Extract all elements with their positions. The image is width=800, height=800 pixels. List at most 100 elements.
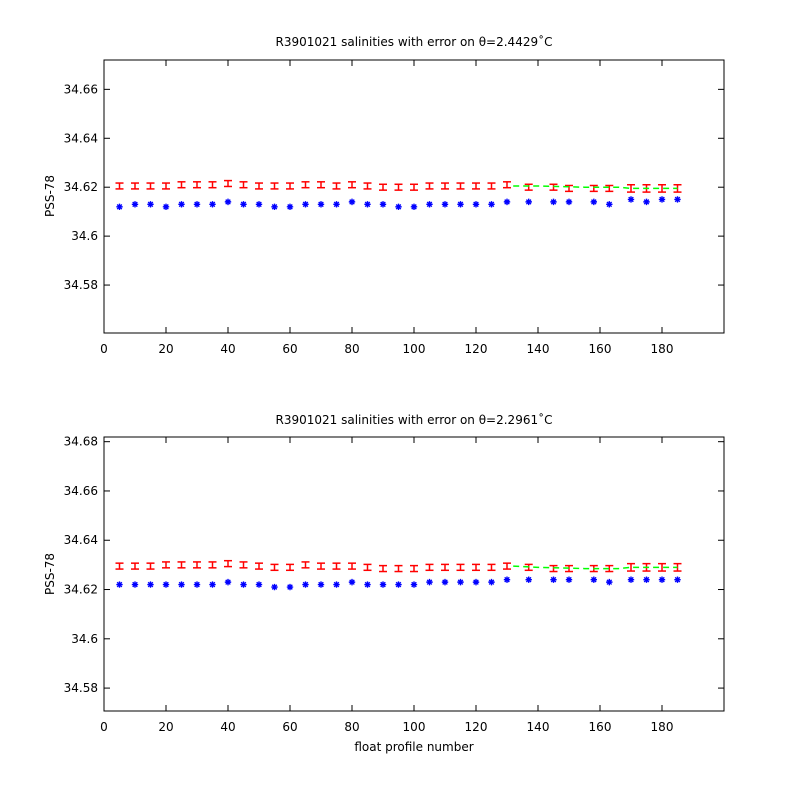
x-tick-label: 40 <box>220 720 235 734</box>
error-bar <box>177 561 186 569</box>
x-tick-label: 20 <box>158 720 173 734</box>
y-tick-label: 34.62 <box>64 583 98 597</box>
error-bar <box>363 182 372 190</box>
data-point <box>162 203 170 210</box>
data-point <box>317 581 325 588</box>
y-tick-label: 34.58 <box>64 278 98 292</box>
data-point <box>488 578 495 586</box>
error-bar <box>425 182 434 190</box>
data-point <box>255 581 263 588</box>
error-bar <box>115 562 124 570</box>
data-point <box>178 201 185 208</box>
x-tick-label: 160 <box>589 342 612 356</box>
y-tick-label: 34.6 <box>71 229 98 243</box>
data-point <box>472 578 480 586</box>
y-tick-label: 34.58 <box>64 681 98 695</box>
error-bar <box>394 564 403 573</box>
error-bar <box>348 562 356 570</box>
data-point <box>590 198 597 206</box>
error-bar <box>379 564 387 573</box>
error-bar <box>410 564 418 573</box>
error-bar <box>131 182 139 190</box>
error-bar <box>487 182 496 190</box>
fit-line <box>513 185 678 190</box>
error-bar <box>410 183 418 191</box>
error-bar <box>605 184 614 193</box>
data-point <box>606 578 613 586</box>
data-point <box>658 576 666 583</box>
error-bar <box>146 562 155 570</box>
data-point <box>286 203 294 210</box>
data-point <box>255 201 263 208</box>
bottom-plot: R3901021 salinities with error on θ=2.29… <box>43 412 725 754</box>
data-point <box>178 581 185 588</box>
data-point <box>410 203 418 210</box>
error-bar <box>658 184 666 193</box>
error-bar <box>472 563 480 572</box>
data-point <box>503 198 511 206</box>
data-point <box>131 201 139 208</box>
error-bar <box>549 183 558 191</box>
data-point <box>333 581 340 588</box>
error-bar <box>131 562 139 570</box>
data-point <box>286 583 294 591</box>
x-tick-label: 100 <box>403 720 426 734</box>
x-tick-label: 0 <box>100 342 108 356</box>
x-tick-label: 80 <box>344 720 359 734</box>
x-tick-label: 180 <box>651 720 674 734</box>
data-point <box>488 201 495 208</box>
x-tick-label: 160 <box>589 720 612 734</box>
data-point <box>317 201 325 208</box>
data-point <box>525 198 532 206</box>
data-point <box>302 581 309 588</box>
error-bar <box>177 181 186 189</box>
data-point <box>674 196 681 203</box>
data-point <box>302 201 309 208</box>
data-point <box>457 578 464 586</box>
data-point <box>658 196 666 203</box>
error-bar <box>472 182 480 190</box>
error-bar <box>239 561 248 569</box>
y-tick-label: 34.62 <box>64 180 98 194</box>
data-point <box>193 581 201 588</box>
error-bar <box>286 182 294 190</box>
data-point <box>224 198 232 206</box>
x-tick-label: 80 <box>344 342 359 356</box>
data-point <box>606 201 613 208</box>
error-bar <box>441 563 449 572</box>
data-point <box>364 201 371 208</box>
error-bar <box>208 181 217 189</box>
y-tick-label: 34.64 <box>64 533 98 547</box>
error-bar <box>208 561 217 569</box>
data-point <box>643 198 650 206</box>
data-point <box>395 203 402 210</box>
error-bar <box>425 563 434 572</box>
data-point <box>550 198 557 206</box>
top-plot-area <box>103 59 725 334</box>
y-tick-label: 34.66 <box>64 82 98 96</box>
error-bar <box>224 179 232 188</box>
error-bar <box>348 181 356 189</box>
x-tick-label: 40 <box>220 342 235 356</box>
x-tick-label: 60 <box>282 720 297 734</box>
x-tick-label: 20 <box>158 342 173 356</box>
data-point <box>209 201 216 208</box>
data-point <box>565 198 573 206</box>
error-bar <box>239 181 248 189</box>
x-tick-label: 0 <box>100 720 108 734</box>
error-bar <box>487 563 496 572</box>
error-bar <box>605 564 614 573</box>
data-point <box>525 576 532 583</box>
error-bar <box>162 561 170 569</box>
error-bar <box>301 181 310 189</box>
error-bar <box>270 563 279 572</box>
data-point <box>590 576 597 583</box>
data-point <box>209 581 216 588</box>
bottom-plot-area <box>103 436 725 712</box>
top-plot-title: R3901021 salinities with error on θ=2.44… <box>276 34 553 49</box>
error-bar <box>456 182 465 190</box>
data-point <box>410 581 418 588</box>
error-bar <box>286 563 294 572</box>
data-point <box>271 203 278 210</box>
